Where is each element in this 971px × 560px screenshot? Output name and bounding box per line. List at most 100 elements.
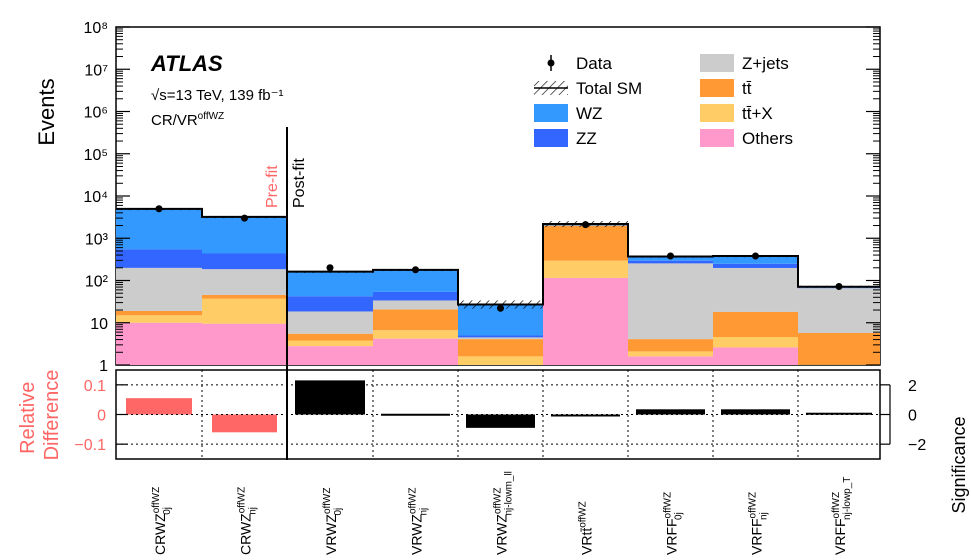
bar-zz-2	[287, 296, 373, 312]
legend-label-zjets: Z+jets	[742, 54, 789, 73]
bar-zjets-0	[116, 267, 202, 311]
data-point-0	[155, 205, 163, 213]
bar-tt-5	[543, 225, 628, 261]
region-label: CR/VRoffWZ	[151, 111, 224, 129]
category-label-4: VRWZoffWZnj-lowm_ll	[493, 471, 515, 555]
bar-zz-0	[116, 249, 202, 268]
relative-difference-bar-0	[126, 398, 192, 415]
bar-others-0	[116, 322, 202, 365]
data-point-7	[752, 252, 759, 260]
bar-others-5	[543, 277, 628, 365]
y-tick-label-5: 10⁵	[84, 147, 108, 164]
prefit-label: Pre-fit	[264, 165, 281, 208]
significance-bar-8	[806, 412, 872, 415]
bar-zjets-1	[202, 269, 287, 295]
significance-bar-4	[466, 414, 535, 428]
bar-zz-6	[628, 260, 713, 264]
bar-wz-0	[116, 208, 202, 250]
legend-data-marker	[547, 59, 555, 67]
bar-ttx-5	[543, 260, 628, 278]
energy-lumi-label: √s=13 TeV, 139 fb⁻¹	[151, 87, 284, 104]
y-tick-label-6: 10⁶	[84, 105, 108, 122]
significance-label: Significance	[949, 416, 969, 513]
bar-zjets-7	[713, 267, 798, 312]
postfit-label: Post-fit	[291, 158, 308, 208]
bar-others-1	[202, 323, 287, 365]
y-tick-label-3: 10³	[85, 231, 109, 248]
y-axis-label: Events	[34, 78, 59, 145]
category-label-3: VRWZoffWZnj	[408, 488, 430, 555]
main-panel: 1 10 10² 10³ 10⁴ 10⁵ 10⁶ 10⁷ 10⁸ Pre-fit Post-fi…	[34, 20, 881, 460]
ratio-left-tick-label-0: 0.1	[84, 378, 106, 395]
bar-wz-7	[713, 256, 798, 264]
bar-ttx-7	[713, 336, 798, 348]
legend-label-tt: tt̄	[742, 79, 752, 98]
y-tick-label-7: 10⁷	[84, 62, 108, 79]
bar-zz-3	[373, 291, 458, 301]
ratio-axes: 0.1 0 −0.1 2 0 −2	[74, 370, 926, 459]
y-tick-label-4: 10⁴	[83, 189, 108, 206]
bar-tt-7	[713, 311, 798, 337]
bar-zjets-4	[458, 337, 543, 340]
category-label-1: CRWZoffWZnj	[237, 487, 259, 555]
y-tick-label-2: 10²	[85, 274, 109, 291]
data-point-5	[582, 221, 589, 229]
atlas-label: ATLAS	[150, 51, 223, 76]
bar-ttx-3	[373, 330, 458, 339]
total-sm-line	[116, 207, 880, 306]
category-label-6: VRFFoffWZ0j	[663, 492, 685, 555]
significance-bar-5	[551, 414, 620, 417]
ratio-panel: 0.1 0 −0.1 2 0 −2 Relative Difference Signifi…	[17, 369, 969, 514]
category-label-8: VRFFoffWZnj-lowp_T	[831, 477, 853, 555]
significance-tick-label-0: 2	[908, 378, 917, 395]
category-label-5: VRtt̄offWZ	[578, 501, 595, 555]
significance-bar-3	[381, 413, 450, 416]
bar-tt-2	[287, 333, 373, 341]
legend-label-wz: WZ	[576, 104, 602, 123]
legend-swatch-wz	[534, 104, 568, 122]
data-point-6	[667, 252, 674, 260]
legend-swatch-zz	[534, 129, 568, 147]
y-tick-label-1: 10	[90, 316, 108, 333]
legend-swatch-others	[700, 129, 734, 147]
bar-zz-4	[458, 335, 543, 338]
stacked-bars	[116, 208, 880, 365]
bar-zjets-8	[798, 288, 880, 333]
bar-others-3	[373, 338, 458, 365]
bar-wz-1	[202, 216, 287, 254]
y-tick-label-8: 10⁸	[83, 20, 108, 37]
legend-swatch-tt	[700, 79, 734, 97]
bar-others-2	[287, 346, 373, 365]
legend-label-totalsm: Total SM	[576, 79, 642, 98]
data-point-8	[835, 283, 843, 291]
bar-tt-8	[798, 333, 880, 365]
category-label-2: VRWZoffWZ0j	[322, 488, 344, 555]
data-point-4	[497, 304, 504, 312]
category-labels: CRWZoffWZ0j CRWZoffWZnj VRWZoffWZ0j VRWZoff…	[151, 471, 853, 555]
legend-label-others: Others	[742, 129, 793, 148]
bar-tt-0	[116, 310, 202, 316]
ratio-bars	[126, 380, 872, 433]
legend-swatch-ttx	[700, 104, 734, 122]
y-tick-label-0: 1	[99, 358, 108, 375]
bar-ttx-2	[287, 340, 373, 347]
data-points	[155, 205, 843, 312]
bar-zjets-2	[287, 311, 373, 334]
bar-tt-1	[202, 294, 287, 299]
bar-tt-4	[458, 339, 543, 357]
bar-zjets-3	[373, 300, 458, 310]
bar-ttx-4	[458, 356, 543, 365]
category-label-0: CRWZoffWZ0j	[151, 487, 173, 555]
bar-others-7	[713, 347, 798, 365]
relative-difference-label: Relative Difference	[17, 370, 63, 461]
bar-wz-3	[373, 269, 458, 292]
legend: Data Total SM WZ ZZ Z+jets tt̄ tt̄+X Others	[534, 54, 793, 148]
significance-tick-label-1: 0	[908, 408, 917, 425]
data-point-2	[326, 264, 334, 272]
ratio-left-tick-label-1: 0	[97, 408, 106, 425]
ratio-left-tick-label-2: −0.1	[74, 437, 106, 454]
significance-bar-7	[721, 409, 790, 415]
bar-zz-7	[713, 263, 798, 268]
bar-ttx-6	[628, 351, 713, 357]
